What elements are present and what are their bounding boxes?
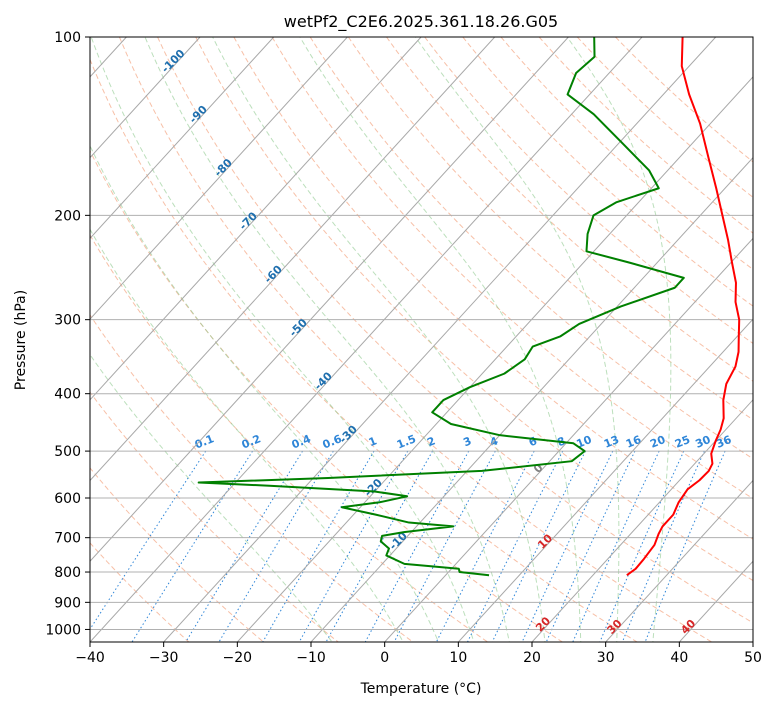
x-tick-label: −10 (296, 650, 326, 666)
isotherm-line (236, 76, 753, 642)
y-tick-label: 400 (54, 387, 81, 403)
mixing-ratio-label: 25 (673, 433, 692, 451)
axes: −40 −30 −20 −10 0 10 20 30 40 50 1000 900 800 700 600 5… (45, 30, 762, 666)
mixing-ratio-line (364, 450, 470, 642)
dry-adiabat-line (347, 37, 753, 421)
moist-adiabat-line (212, 37, 546, 642)
mixing-ratio-line (218, 450, 334, 642)
dry-adiabat-line (386, 37, 753, 382)
dry-adiabat-line (157, 37, 753, 624)
mixing-ratio-label: 1 (367, 434, 379, 449)
mixing-ratio-label: 16 (624, 433, 643, 451)
x-tick-label: 0 (380, 650, 389, 666)
isotherm-line (90, 37, 201, 159)
dry-adiabat-line (118, 37, 713, 642)
mixing-ratio-label: 20 (648, 433, 667, 451)
x-tick-label: −20 (223, 650, 253, 666)
mixing-ratio-line (298, 450, 409, 642)
dry-adiabat-line (462, 37, 753, 307)
isotherm-line (531, 399, 753, 642)
x-tick-label: 30 (597, 650, 615, 666)
dry-adiabat-line (271, 37, 753, 500)
y-tick-label: 1000 (45, 622, 81, 638)
dry-adiabat-line (90, 58, 638, 642)
isotherm-line (457, 318, 753, 642)
mixing-ratio-line (644, 450, 726, 642)
mixing-ratio-label: 13 (602, 433, 621, 451)
y-tick-label: 700 (54, 531, 81, 547)
isotherm-line (604, 479, 753, 642)
x-tick-label: −30 (149, 650, 179, 666)
y-tick-label: 800 (54, 565, 81, 581)
mixing-ratio-line (572, 450, 660, 642)
dry-adiabat-line (90, 467, 265, 642)
x-tick-label: 50 (744, 650, 762, 666)
dry-adiabat-line (538, 37, 753, 234)
isotherm-line (90, 37, 496, 482)
y-axis-label: Pressure (hPa) (13, 290, 29, 390)
x-tick-label: 20 (523, 650, 541, 666)
isotherm-line (90, 37, 569, 563)
temperature-profile-line (626, 37, 741, 577)
x-tick-label: 10 (449, 650, 467, 666)
mixing-ratio-label: 3 (461, 434, 473, 449)
mixing-ratio-label: 2 (425, 434, 437, 449)
dewpoint-profile-line (197, 37, 685, 577)
y-tick-label: 900 (54, 595, 81, 611)
x-tick-label: −40 (75, 650, 105, 666)
isotherm-line (383, 237, 753, 642)
dry-adiabat-line (576, 37, 753, 198)
mixing-ratio-line (521, 450, 614, 642)
mixing-ratio-line (325, 450, 433, 642)
isotherm-line (310, 156, 753, 642)
y-tick-label: 100 (54, 30, 81, 46)
isotherm-line (90, 37, 643, 642)
isotherm-line (90, 37, 422, 401)
dry-adiabat-line (90, 542, 190, 642)
x-tick-label: 40 (670, 650, 688, 666)
chart-title: wetPf2_C2E6.2025.361.18.26.G05 (284, 12, 558, 32)
isotherm-line (162, 37, 717, 642)
dry-adiabat-line (90, 149, 564, 642)
isotherm-line (90, 37, 275, 240)
mixing-ratio-line (90, 450, 207, 631)
isotherm-line (90, 37, 348, 320)
mixing-ratio-line (545, 450, 636, 642)
mixing-ratio-line (491, 450, 586, 642)
dry-adiabat-line (195, 37, 753, 582)
y-tick-label: 600 (54, 491, 81, 507)
plot-frame (89, 36, 754, 643)
mixing-ratio-line (621, 450, 705, 642)
mixing-ratio-line (599, 450, 685, 642)
mixing-ratio-label: 30 (693, 433, 712, 451)
dry-adiabat-line (233, 37, 753, 540)
x-axis-label: Temperature (°C) (360, 681, 482, 697)
y-tick-label: 300 (54, 313, 81, 329)
y-tick-label: 500 (54, 444, 81, 460)
y-tick-label: 200 (54, 208, 81, 224)
